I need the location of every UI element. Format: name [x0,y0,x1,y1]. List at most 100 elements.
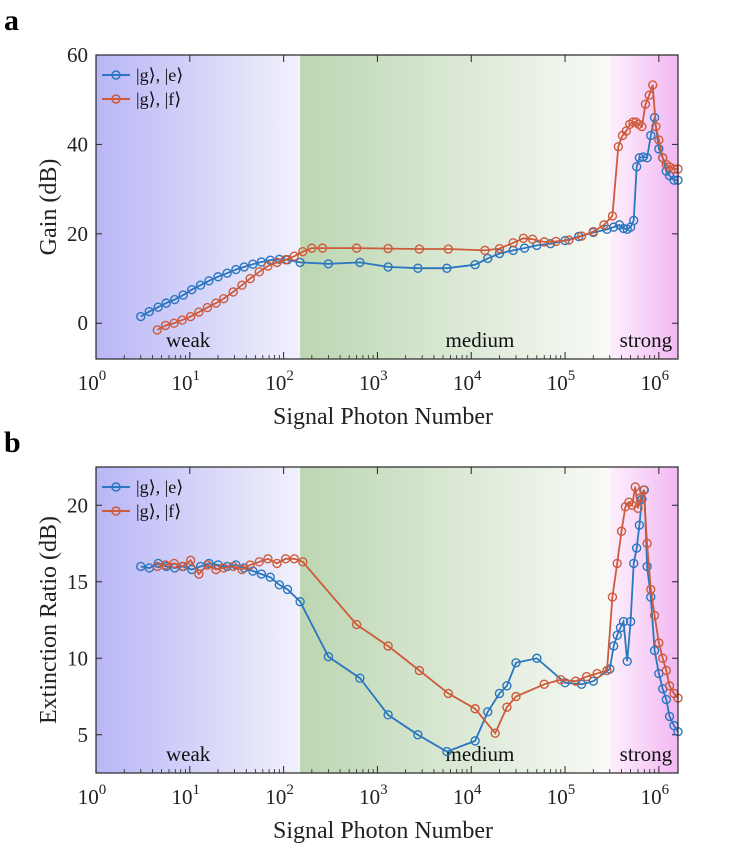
data-point-0-a [519,243,530,253]
data-point-1-b [228,561,238,572]
data-point-1-a [564,235,574,245]
data-point-0-b [634,520,645,530]
data-point-0-b [256,569,267,579]
series-b [136,482,683,757]
data-point-1-a [648,80,658,90]
data-point-1-a [317,243,328,253]
data-point-0-b [588,676,598,686]
data-point-1-a [664,162,675,172]
series-line-1-b [157,486,678,735]
data-point-1-a [263,261,273,271]
data-point-0-a [256,257,267,267]
data-point-0-a [618,223,629,234]
data-point-0-b [532,653,542,663]
data-point-1-b [202,560,213,570]
x-tick-label: 104 [453,782,482,809]
data-point-1-b [642,538,652,549]
region-strong-a [609,55,678,359]
data-point-1-a [194,307,204,317]
ticks-a: 0 20 40 60 100 101 102 103 104 105 106 [67,43,678,395]
data-point-1-b [414,665,425,676]
data-point-1-a [508,238,518,248]
data-point-1-b [185,555,196,566]
legend-label-ge-a: |g⟩, |e⟩ [136,65,183,85]
data-point-0-b [413,730,423,740]
y-tick-label: 40 [67,132,88,156]
x-tick-label: 100 [78,368,107,395]
data-point-1-b [602,665,612,676]
data-point-1-a [185,311,196,322]
data-point-0-a [136,311,146,322]
data-point-1-a [631,117,641,127]
data-point-0-a [213,272,223,282]
data-point-1-b [556,674,566,685]
data-point-0-b [323,652,334,662]
data-point-1-a [160,320,171,331]
data-point-0-a [545,238,556,249]
data-point-1-b [571,676,581,686]
data-point-0-a [169,294,180,305]
data-point-1-a [518,233,529,243]
data-point-0-a [631,162,642,172]
x-tick-label: 100 [78,782,107,809]
plot-frame-a [95,54,679,360]
data-point-1-a [628,117,638,127]
data-point-1-a [640,99,651,109]
legend-a: |g⟩, |e⟩ |g⟩, |f⟩ [102,65,183,109]
data-point-1-a [551,236,561,247]
region-label-medium-b: medium [446,742,515,766]
data-point-1-a [280,255,291,265]
data-point-0-b [612,630,622,640]
data-point-1-b [160,560,171,570]
data-point-0-a [532,240,542,251]
y-axis-label-a: Gain (dB) [36,159,62,256]
data-point-0-b [282,584,293,595]
y-tick-label: 10 [67,646,88,670]
regions-b: weak medium strong [96,467,678,773]
legend-entry-ge-a: |g⟩, |e⟩ [102,65,183,85]
data-point-0-b [511,658,521,668]
data-point-1-b [245,560,255,570]
data-point-1-a [383,243,393,254]
data-point-0-a [323,259,334,269]
data-point-0-a [642,153,652,163]
legend-entry-ge-b: |g⟩, |e⟩ [102,477,183,497]
data-point-0-b [618,616,629,627]
data-point-1-b [511,691,521,702]
data-point-0-b [355,673,365,683]
data-point-1-b [263,554,273,564]
region-strong-b [609,467,678,773]
x-tick-label: 105 [547,368,576,395]
data-point-0-a [161,298,171,308]
ticks-b: 5 10 15 20 100 101 102 103 104 105 106 [67,467,678,809]
y-tick-label: 5 [78,723,89,747]
data-point-1-b [658,653,668,663]
data-point-1-b [237,564,247,575]
data-point-0-b [274,580,285,590]
data-point-1-a [607,211,618,221]
data-point-1-a [414,244,425,254]
data-point-0-b [661,694,671,705]
data-point-1-b [219,563,229,573]
data-point-1-b [351,619,362,630]
series-a [136,80,683,335]
y-tick-label: 20 [67,222,88,246]
region-label-weak-b: weak [166,742,211,766]
data-point-0-a [195,280,206,290]
data-point-0-a [654,144,664,154]
data-point-1-a [494,243,505,254]
data-point-0-a [144,306,155,317]
y-tick-label: 0 [78,311,89,335]
data-point-1-b [654,638,664,648]
data-point-1-a [351,243,362,253]
data-point-1-a [219,293,229,304]
data-point-1-b [383,641,393,651]
data-point-1-a [613,141,624,152]
data-point-0-b [248,566,258,576]
data-point-1-a [576,231,587,241]
data-point-1-b [633,503,643,514]
data-point-1-a [527,234,538,244]
data-point-1-b [581,671,592,682]
data-point-1-a [651,121,661,132]
regions-a: weak medium strong [96,55,678,359]
